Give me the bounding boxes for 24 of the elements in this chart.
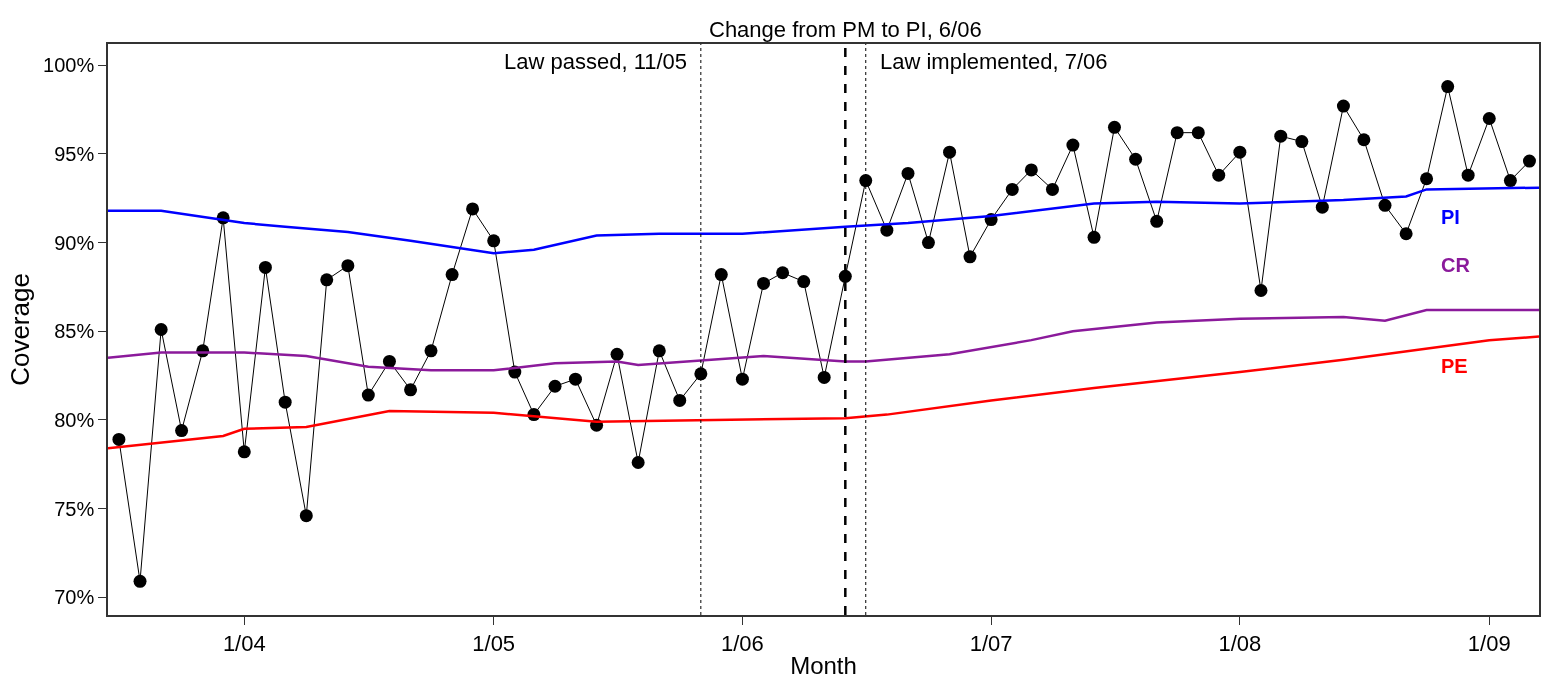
y-axis-title: Coverage [4,273,35,386]
x-tick-label: 1/07 [969,631,1013,657]
x-tick-label: 1/06 [721,631,764,657]
ref-line-label: Law implemented, 7/06 [880,49,1108,74]
y-tick-label: 85% [54,320,95,343]
series-label: PE [1441,355,1468,377]
y-tick-label: 95% [54,142,95,165]
x-tick-label: 1/09 [1467,631,1511,657]
y-tick-label: 100% [43,54,95,77]
ref-line-label: Law passed, 11/05 [504,49,688,74]
x-tick-label: 1/05 [472,631,516,657]
x-tick-label: 1/04 [222,631,266,657]
ref-line-label: Change from PM to PI, 6/06 [709,17,982,42]
line-series [108,308,1539,372]
y-tick-label: 70% [54,586,95,609]
y-tick-label: 90% [54,231,95,254]
y-tick-label: 80% [54,408,95,431]
line-series [108,335,1539,450]
line-series [108,186,1539,255]
x-axis-title: Month [790,651,857,679]
series-label: CR [1441,254,1471,276]
x-tick-label: 1/08 [1218,631,1262,657]
y-tick-label: 75% [54,497,95,520]
series-label: PI [1441,206,1460,228]
